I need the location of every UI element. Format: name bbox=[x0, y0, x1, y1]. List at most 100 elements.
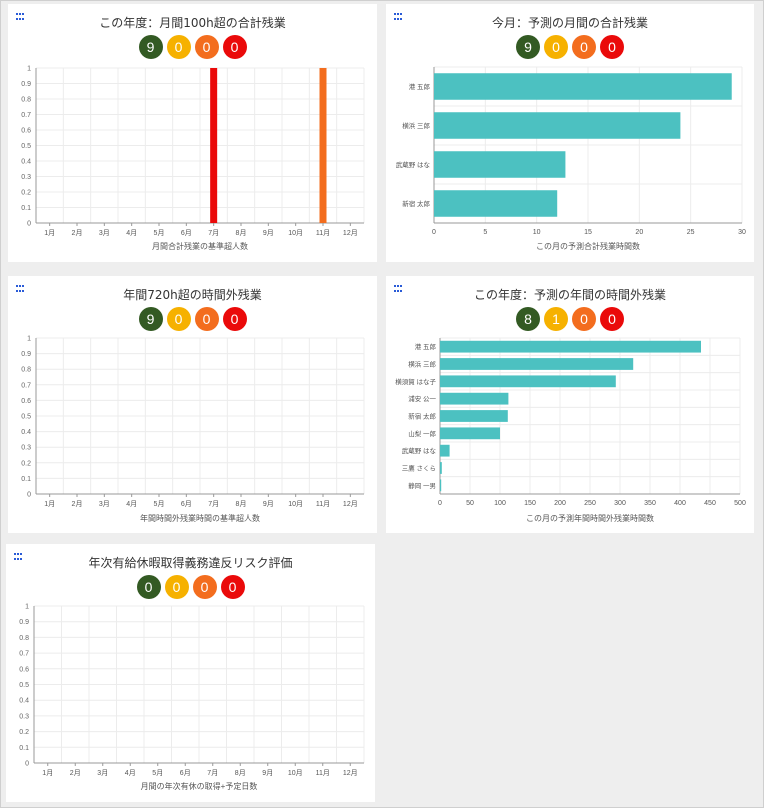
x-tick-label: 1月 bbox=[44, 229, 55, 237]
x-tick-label: 5 bbox=[483, 229, 487, 236]
y-tick-label: 1 bbox=[25, 604, 29, 611]
y-tick-label: 0.1 bbox=[19, 745, 29, 752]
badge-yellow: 0 bbox=[166, 307, 191, 331]
status-badges: 8 1 0 0 bbox=[386, 307, 754, 331]
panel-paid-leave-risk: 年次有給休暇取得義務違反リスク評価 0 0 0 0 0 0.1 0.2 0.3 0.4 0… bbox=[6, 544, 375, 802]
bar bbox=[440, 375, 616, 388]
bar bbox=[440, 427, 500, 440]
y-tick-label: 0.8 bbox=[19, 635, 29, 642]
x-tick-label: 350 bbox=[644, 500, 656, 507]
y-category-label: 横浜 三郎 bbox=[408, 360, 436, 369]
x-tick-label: 5月 bbox=[154, 229, 165, 237]
panel-title: 今月：予測の月間の合計残業 bbox=[491, 16, 648, 30]
badge-red: 0 bbox=[222, 35, 247, 59]
y-tick-label: 0.5 bbox=[19, 682, 29, 689]
x-tick-label: 200 bbox=[554, 500, 566, 507]
x-tick-label: 9月 bbox=[262, 769, 273, 777]
y-tick-label: 0.9 bbox=[19, 619, 29, 626]
x-tick-label: 12月 bbox=[343, 769, 358, 777]
x-tick-label: 3月 bbox=[99, 229, 110, 237]
x-tick-label: 25 bbox=[687, 229, 695, 236]
x-tick-label: 10月 bbox=[288, 500, 303, 508]
badge-orange: 0 bbox=[192, 575, 217, 599]
panel-title: 年次有給休暇取得義務違反リスク評価 bbox=[88, 556, 293, 570]
x-tick-label: 3月 bbox=[99, 500, 110, 508]
badge-green: 9 bbox=[138, 35, 163, 59]
grid-menu-icon[interactable] bbox=[394, 285, 403, 293]
x-tick-label: 3月 bbox=[97, 769, 108, 777]
x-tick-label: 1月 bbox=[42, 769, 53, 777]
status-badges: 0 0 0 0 bbox=[6, 575, 375, 599]
y-category-label: 静岡 一男 bbox=[408, 481, 436, 490]
status-badges: 9 0 0 0 bbox=[386, 35, 754, 59]
y-tick-label: 0.9 bbox=[21, 81, 31, 88]
bar bbox=[440, 444, 450, 457]
status-badges: 9 0 0 0 bbox=[8, 307, 377, 331]
x-tick-label: 4月 bbox=[125, 769, 136, 777]
x-axis-label: 月間合計残業の基準超人数 bbox=[152, 241, 248, 251]
x-tick-label: 4月 bbox=[126, 229, 137, 237]
badge-yellow: 0 bbox=[544, 35, 568, 59]
badge-red: 0 bbox=[220, 575, 245, 599]
badge-red: 0 bbox=[600, 35, 624, 59]
y-tick-label: 0.2 bbox=[19, 729, 29, 736]
y-tick-label: 0.4 bbox=[21, 159, 31, 166]
x-tick-label: 7月 bbox=[208, 229, 219, 237]
badge-green: 9 bbox=[516, 35, 540, 59]
x-axis-label: 年間時間外残業時間の基準超人数 bbox=[140, 513, 260, 523]
x-tick-label: 5月 bbox=[154, 500, 165, 508]
x-axis-label: この月の予測年間時間外残業時間数 bbox=[526, 513, 654, 523]
y-tick-label: 0.8 bbox=[21, 97, 31, 104]
y-tick-label: 0.6 bbox=[19, 666, 29, 673]
y-tick-label: 0.3 bbox=[19, 713, 29, 720]
bar bbox=[434, 151, 566, 178]
x-tick-label: 15 bbox=[584, 229, 592, 236]
bar bbox=[440, 479, 442, 492]
grid-menu-icon[interactable] bbox=[14, 553, 23, 561]
y-tick-label: 0.1 bbox=[21, 476, 31, 483]
x-tick-label: 6月 bbox=[181, 500, 192, 508]
y-tick-label: 1 bbox=[27, 66, 31, 73]
panel-title: この年度：予測の年間の時間外残業 bbox=[473, 288, 666, 302]
y-tick-label: 0.5 bbox=[21, 414, 31, 421]
panel-monthly-forecast: 今月：予測の月間の合計残業 9 0 0 0 0 5 10 15 20 25 30 港 五郎 横浜… bbox=[386, 4, 754, 262]
x-tick-label: 2月 bbox=[70, 769, 81, 777]
x-tick-label: 12月 bbox=[343, 500, 358, 508]
x-tick-label: 0 bbox=[432, 229, 436, 236]
bar bbox=[440, 358, 634, 370]
y-category-label: 武蔵野 はな bbox=[402, 446, 437, 455]
x-tick-label: 9月 bbox=[263, 500, 274, 508]
bar bbox=[210, 68, 218, 223]
x-tick-label: 7月 bbox=[207, 769, 218, 777]
x-tick-label: 30 bbox=[738, 229, 746, 236]
badge-red: 0 bbox=[222, 307, 247, 331]
y-tick-label: 1 bbox=[27, 336, 31, 343]
bar bbox=[440, 462, 442, 474]
y-category-label: 三鷹 さくら bbox=[402, 464, 436, 473]
y-tick-label: 0.4 bbox=[19, 698, 29, 705]
badge-green: 9 bbox=[138, 307, 163, 331]
x-tick-label: 8月 bbox=[236, 500, 247, 508]
x-tick-label: 300 bbox=[614, 500, 626, 507]
bar bbox=[440, 410, 508, 422]
grid-menu-icon[interactable] bbox=[16, 13, 25, 21]
x-tick-label: 500 bbox=[734, 500, 746, 507]
x-tick-label: 10月 bbox=[288, 229, 303, 237]
x-tick-label: 250 bbox=[584, 500, 596, 507]
y-category-label: 新宿 太郎 bbox=[408, 412, 436, 421]
x-tick-label: 2月 bbox=[72, 229, 83, 237]
grid-menu-icon[interactable] bbox=[394, 13, 403, 21]
badge-red: 0 bbox=[600, 307, 624, 331]
y-tick-label: 0.1 bbox=[21, 205, 31, 212]
x-tick-label: 4月 bbox=[126, 500, 137, 508]
bar bbox=[434, 190, 558, 217]
bar bbox=[434, 112, 681, 139]
bar bbox=[440, 392, 509, 405]
x-tick-label: 0 bbox=[438, 500, 442, 507]
grid-menu-icon[interactable] bbox=[16, 285, 25, 293]
y-category-label: 横浜 三郎 bbox=[402, 121, 430, 130]
y-tick-label: 0.4 bbox=[21, 429, 31, 436]
x-tick-label: 8月 bbox=[236, 229, 247, 237]
x-tick-label: 400 bbox=[674, 500, 686, 507]
